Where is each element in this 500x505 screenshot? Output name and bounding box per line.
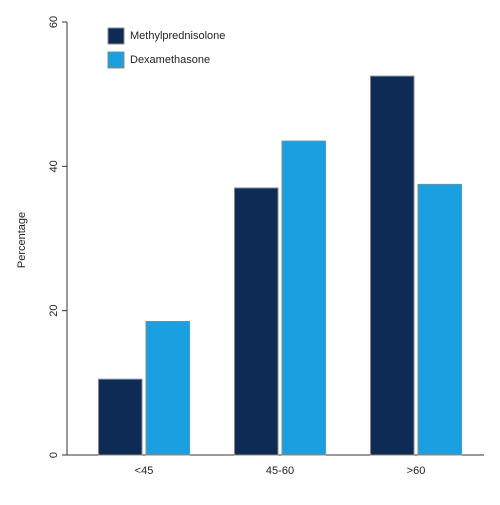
x-tick-label: 45-60 — [266, 465, 294, 477]
bar — [145, 320, 191, 456]
x-tick-label: >60 — [407, 465, 426, 477]
x-tick-label: <45 — [135, 465, 154, 477]
y-tick-label: 40 — [48, 160, 60, 172]
bar — [233, 187, 279, 456]
y-tick-label: 20 — [48, 305, 60, 317]
bar — [97, 378, 143, 456]
y-tick-label: 60 — [48, 16, 60, 28]
legend-label: Dexamethasone — [130, 54, 210, 66]
bar — [281, 140, 327, 456]
legend-swatch — [107, 27, 125, 45]
y-axis-label: Percentage — [16, 212, 28, 268]
bar — [417, 183, 463, 456]
legend-swatch — [107, 51, 125, 69]
legend-label: Methylprednisolone — [130, 30, 225, 42]
bar — [369, 75, 415, 456]
y-tick-label: 0 — [48, 452, 60, 458]
